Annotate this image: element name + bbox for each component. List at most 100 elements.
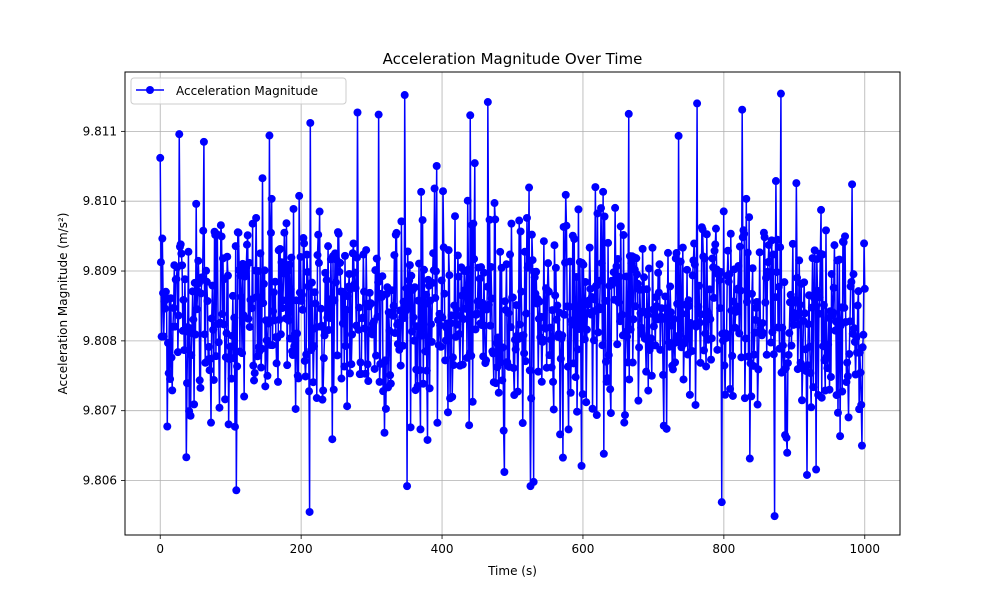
legend: Acceleration Magnitude: [130, 77, 347, 105]
data-point: [529, 477, 538, 486]
data-point: [186, 411, 195, 420]
data-point: [736, 286, 745, 295]
data-point: [561, 190, 570, 199]
data-point: [740, 394, 749, 403]
data-point: [644, 264, 653, 273]
data-point: [773, 235, 782, 244]
data-point: [331, 249, 340, 258]
data-point: [545, 351, 554, 360]
data-point: [166, 375, 175, 384]
data-point: [805, 342, 814, 351]
data-point: [594, 328, 603, 337]
data-point: [601, 357, 610, 366]
data-point: [429, 249, 438, 258]
data-point: [615, 272, 624, 281]
data-point: [534, 367, 543, 376]
data-point: [310, 288, 319, 297]
data-point: [199, 226, 208, 235]
data-point: [204, 342, 213, 351]
data-point: [242, 240, 251, 249]
data-point: [814, 309, 823, 318]
legend-marker-swatch: [146, 86, 154, 94]
data-point: [374, 278, 383, 287]
y-tick-label: 9.810: [83, 194, 117, 208]
data-point: [231, 242, 240, 251]
data-point: [524, 261, 533, 270]
data-point: [516, 227, 525, 236]
data-point: [163, 339, 172, 348]
data-point: [180, 275, 189, 284]
data-point: [854, 287, 863, 296]
data-point: [400, 91, 409, 100]
y-tick-label: 9.806: [83, 474, 117, 488]
data-point: [708, 254, 717, 263]
data-point: [619, 231, 628, 240]
data-point: [507, 219, 516, 228]
data-point: [496, 358, 505, 367]
data-point: [506, 250, 515, 259]
data-point: [363, 360, 372, 369]
data-point: [649, 322, 658, 331]
data-point: [498, 343, 507, 352]
data-point: [596, 276, 605, 285]
data-point: [632, 270, 641, 279]
data-point: [301, 372, 310, 381]
data-point: [539, 335, 548, 344]
data-point: [441, 356, 450, 365]
data-point: [458, 360, 467, 369]
data-point: [771, 293, 780, 302]
data-point: [182, 453, 191, 462]
data-point: [613, 254, 622, 263]
data-point: [343, 402, 352, 411]
data-point: [582, 398, 591, 407]
data-point: [732, 302, 741, 311]
data-point: [582, 325, 591, 334]
data-point: [841, 232, 850, 241]
data-point: [340, 362, 349, 371]
data-point: [525, 183, 534, 192]
data-point: [298, 305, 307, 314]
data-point: [771, 177, 780, 186]
data-point: [614, 298, 623, 307]
data-point: [726, 229, 735, 238]
data-point: [286, 285, 295, 294]
data-point: [715, 276, 724, 285]
data-point: [451, 212, 460, 221]
data-point: [793, 273, 802, 282]
data-point: [612, 262, 621, 271]
plot-frame: [124, 71, 901, 536]
data-point: [748, 264, 757, 273]
data-point: [525, 366, 534, 375]
data-point: [230, 313, 239, 322]
data-point: [743, 248, 752, 257]
data-point: [307, 278, 316, 287]
data-point: [604, 238, 613, 247]
chart-title: Acceleration Magnitude Over Time: [383, 50, 643, 68]
data-point: [368, 330, 377, 339]
data-point: [648, 243, 657, 252]
data-point: [303, 268, 312, 277]
data-point: [818, 250, 827, 259]
data-point: [349, 239, 358, 248]
data-point: [553, 301, 562, 310]
data-point: [751, 315, 760, 324]
data-point: [661, 292, 670, 301]
x-tick-label: 400: [431, 542, 454, 556]
data-point: [807, 403, 816, 412]
data-point: [199, 137, 208, 146]
data-point: [585, 243, 594, 252]
data-point: [558, 331, 567, 340]
data-point: [638, 244, 647, 253]
data-point: [238, 349, 247, 358]
data-point: [852, 333, 861, 342]
data-point: [499, 426, 508, 435]
data-point: [168, 386, 177, 395]
data-point: [690, 239, 699, 248]
data-point: [454, 272, 463, 281]
data-point: [439, 187, 448, 196]
data-point: [753, 400, 762, 409]
data-point: [750, 350, 759, 359]
data-point: [628, 358, 637, 367]
data-point: [631, 302, 640, 311]
data-point: [218, 310, 227, 319]
